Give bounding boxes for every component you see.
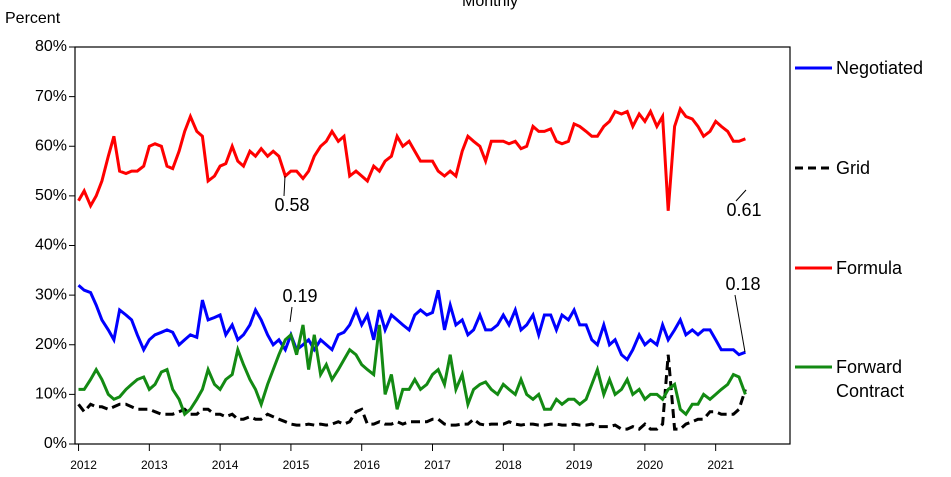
x-tick-label: 2013	[141, 458, 168, 472]
x-tick-label: 2017	[424, 458, 451, 472]
x-tick-label: 2014	[212, 458, 239, 472]
series-line	[78, 324, 747, 417]
y-tick-label: 0%	[44, 435, 67, 452]
x-tick-label: 2019	[566, 458, 593, 472]
series-line	[77, 105, 746, 211]
y-tick-label: 50%	[35, 187, 67, 204]
annotation: 0.61	[726, 200, 761, 220]
y-tick-label: 20%	[35, 336, 67, 353]
y-axis-label: Percent	[5, 10, 61, 27]
series-line	[77, 354, 747, 431]
legend-label: Forward Contract	[836, 357, 905, 401]
y-tick-label: 70%	[35, 88, 67, 105]
x-tick-label: 2020	[637, 458, 664, 472]
annotation-leader	[289, 306, 293, 323]
series-line	[77, 284, 746, 362]
x-tick-label: 2018	[495, 458, 522, 472]
legend-label: Formula	[836, 258, 903, 278]
y-tick-label: 30%	[35, 286, 67, 303]
x-tick-label: 2021	[707, 458, 734, 472]
plot-frame	[74, 46, 791, 445]
annotation: 0.19	[282, 286, 317, 306]
annotation-leader	[735, 189, 747, 202]
x-tick-label: 2012	[70, 458, 97, 472]
legend-label: Negotiated	[836, 58, 924, 78]
y-tick-label: 60%	[35, 137, 67, 154]
y-tick-label: 10%	[35, 386, 67, 403]
annotation: 0.58	[274, 195, 309, 215]
annotation-leader	[734, 294, 746, 353]
annotation: 0.18	[725, 274, 760, 294]
y-tick-label: 40%	[35, 237, 67, 254]
legend-label: Grid	[836, 158, 871, 178]
chart-title: Monthly	[462, 0, 518, 10]
x-tick-label: 2015	[283, 458, 310, 472]
y-tick-label: 80%	[35, 38, 67, 55]
x-tick-label: 2016	[353, 458, 380, 472]
annotation-leader	[283, 175, 286, 197]
